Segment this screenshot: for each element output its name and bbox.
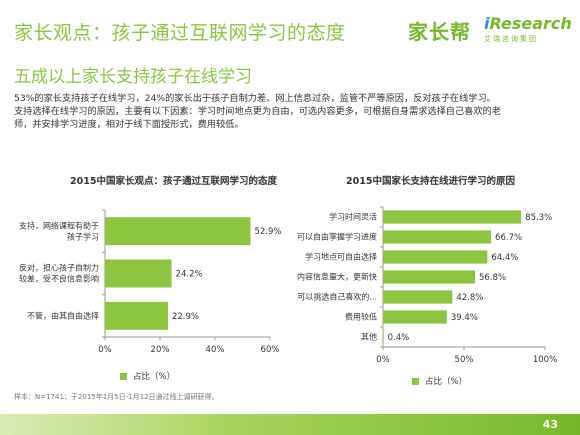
category-label: 内容信息量大，更新快 <box>297 272 377 282</box>
data-label: 0.4% <box>388 333 410 343</box>
x-tick-label: 60% <box>261 345 280 355</box>
category-label: 支持，网络课程有助于 <box>19 220 99 230</box>
source-note: 样本：N=1741；于2015年1月5日-1月12日通过线上调研获得。 <box>14 393 219 401</box>
category-label: 可以挑选自己喜欢的... <box>297 292 377 302</box>
description: 53%的家长支持孩子在线学习，24%的家长出于孩子自制力差、网上信息过杂，监管不… <box>14 92 570 131</box>
page-subtitle: 五成以上家长支持孩子在线学习 <box>14 67 252 87</box>
iresearch-logo: iResearch 艾瑞咨询集团 <box>484 14 572 44</box>
category-label: 孩子学习 <box>67 231 99 241</box>
page-title: 家长观点：孩子通过互联网学习的态度 <box>14 22 346 44</box>
legend-label: 占比（%） <box>425 377 468 387</box>
bar <box>383 210 522 224</box>
data-label: 22.9% <box>172 312 199 322</box>
iresearch-logo-subtitle: 艾瑞咨询集团 <box>484 35 538 43</box>
bar <box>383 250 488 264</box>
description-line: 师，并安排学习进度，相对于线下面授形式，费用较低。 <box>14 119 244 130</box>
iresearch-logo-main: iResearch <box>484 14 572 33</box>
data-label: 66.7% <box>495 233 522 243</box>
description-line: 支持选择在线学习的原因，主要有以下因素：学习时间地点更为自由，可选内容更多，可根… <box>14 106 501 117</box>
category-label: 反对，担心孩子自制力 <box>19 263 99 273</box>
x-tick-label: 40% <box>206 345 225 355</box>
data-label: 52.9% <box>254 227 281 237</box>
bar <box>105 259 172 288</box>
category-label: 其他 <box>361 332 377 342</box>
iresearch-logo-word: Research <box>489 14 572 33</box>
category-label: 可以自由掌握学习进度 <box>297 232 377 242</box>
legend-label: 占比（%） <box>133 372 176 382</box>
bar <box>383 310 447 324</box>
bar <box>383 290 453 304</box>
x-tick-label: 20% <box>151 345 170 355</box>
data-label: 56.8% <box>479 273 506 283</box>
category-label: 不管，由其自由选择 <box>27 311 99 321</box>
category-label: 较差，受不良信息影响 <box>19 274 99 284</box>
bar <box>105 301 168 330</box>
data-label: 64.4% <box>491 253 518 263</box>
jiazhangbang-logo-text: 家长帮 <box>408 20 471 44</box>
legend-swatch <box>120 372 127 380</box>
data-label: 42.8% <box>456 293 483 303</box>
bar <box>383 330 384 344</box>
bar <box>105 217 251 246</box>
jiazhangbang-logo: 家长帮 <box>408 16 471 45</box>
iresearch-logo-i: i <box>484 14 490 33</box>
category-label: 学习时间灵活 <box>329 212 377 222</box>
x-tick-label: 100% <box>533 355 557 365</box>
legend-swatch <box>412 377 419 385</box>
data-label: 24.2% <box>176 270 203 280</box>
category-label: 学习地点可自由选择 <box>305 252 377 262</box>
bar <box>383 230 492 244</box>
chart-2-title: 2015中国家长支持在线进行学习的原因 <box>346 176 515 187</box>
data-label: 39.4% <box>451 313 478 323</box>
description-line: 53%的家长支持孩子在线学习，24%的家长出于孩子自制力差、网上信息过杂，监管不… <box>14 93 496 104</box>
category-label: 费用较低 <box>345 312 377 322</box>
x-tick-label: 50% <box>455 355 474 365</box>
chart-1-legend: 占比（%） <box>120 370 175 382</box>
bar <box>383 270 476 284</box>
reasons-bar-chart: 0% 50% 100% 85.3% 学习时间灵活 66.7% 可以自由掌握学习进度 64.4%… <box>297 206 557 365</box>
x-tick-label: 0% <box>376 355 390 365</box>
x-tick-label: 0% <box>98 345 112 355</box>
chart-2-legend: 占比（%） <box>412 375 467 387</box>
chart-1-title: 2015中国家长观点：孩子通过互联网学习的态度 <box>70 176 277 187</box>
footer-bar: 43 <box>0 414 580 435</box>
page-number: 43 <box>542 418 558 431</box>
data-label: 85.3% <box>525 213 552 223</box>
